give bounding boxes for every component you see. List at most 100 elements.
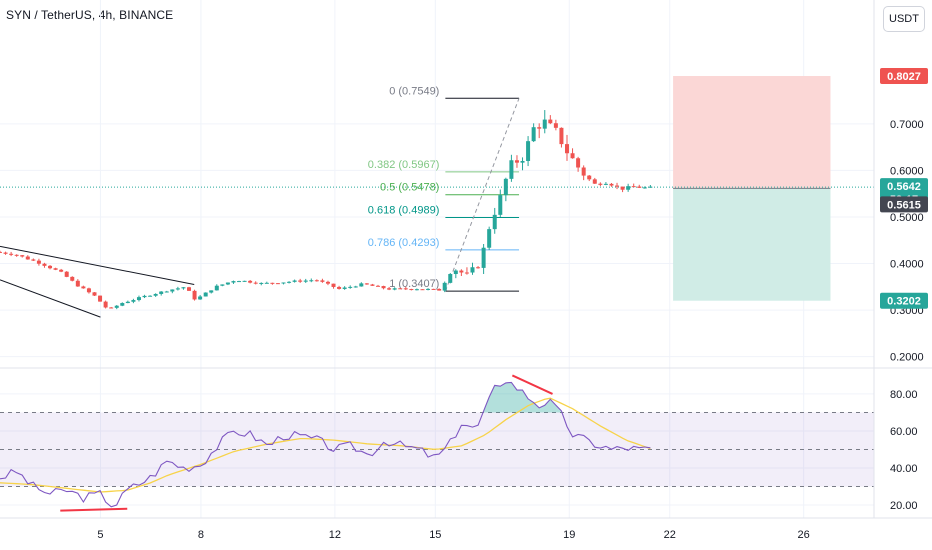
candle-body (642, 187, 647, 189)
candle-body (287, 281, 292, 283)
candle-body (270, 282, 275, 284)
trend-channel (0, 245, 195, 318)
candle-body (114, 305, 119, 308)
candle-body (570, 153, 575, 159)
channel-line (0, 279, 101, 318)
candle-body (387, 288, 392, 290)
candle-body (103, 301, 108, 308)
candle-body (303, 280, 308, 282)
candle-body (98, 295, 103, 302)
candle-body (309, 280, 314, 282)
channel-line (0, 245, 195, 285)
fib-level-label: 0 (0.7549) (389, 85, 439, 97)
rsi-line (0, 381, 651, 508)
candle-body (437, 288, 442, 291)
candle-body (609, 183, 614, 186)
candle-body (214, 285, 219, 291)
candle-body (209, 290, 214, 293)
candle-body (509, 160, 514, 179)
candle-body (403, 288, 408, 290)
time-tick-label: 12 (329, 529, 341, 541)
candle-body (159, 291, 164, 294)
candle-body (542, 119, 547, 129)
candle-body (70, 276, 75, 281)
candle-body (537, 127, 542, 129)
candle-body (153, 293, 158, 296)
candle-body (520, 160, 525, 163)
candle-body (25, 256, 30, 260)
entry-price-tag-text: 0.5615 (887, 199, 921, 211)
candle-body (348, 286, 353, 288)
fibonacci-retracement: 0 (0.7549) 0.382 (0.5967) 0.5 (0.5478) 0.61… (368, 85, 520, 292)
fib-level-label: 0.786 (0.4293) (368, 237, 440, 249)
candle-body (86, 288, 91, 293)
time-tick-label: 15 (429, 529, 441, 541)
candle-body (592, 179, 597, 184)
candle-body (9, 253, 14, 255)
candle-body (59, 269, 64, 272)
candle-body (481, 247, 486, 268)
candle-body (220, 284, 225, 286)
currency-button[interactable]: USDT (883, 6, 925, 32)
candle-body (75, 280, 80, 287)
candle-body (603, 183, 608, 185)
price-tick-label: 0.7000 (890, 119, 924, 131)
price-tick-label: 0.4000 (890, 259, 924, 271)
candle-body (342, 287, 347, 289)
candle-body (203, 292, 208, 297)
candle-body (581, 167, 586, 176)
candle-body (453, 270, 458, 275)
candle-body (448, 274, 453, 283)
candle-body (392, 288, 397, 290)
candle-body (198, 296, 203, 300)
candle-body (253, 282, 258, 284)
entry-price-tag-bg (880, 196, 928, 213)
candle-body (431, 288, 436, 290)
candle-body (576, 158, 581, 168)
rsi-tick-label: 20.00 (890, 500, 918, 512)
candle-body (598, 183, 603, 185)
candle-body (142, 295, 147, 298)
candle-body (426, 288, 431, 290)
rsi-ma-line (0, 397, 651, 493)
candle-body (109, 307, 114, 309)
candles (0, 110, 653, 310)
fib-level-label: 0.5 (0.5478) (380, 182, 439, 194)
target-price-tag-bg (880, 292, 928, 309)
candle-body (131, 300, 136, 302)
time-tick-label: 19 (563, 529, 575, 541)
candle-body (420, 289, 425, 291)
candle-body (53, 268, 58, 270)
fib-level-label: 0.382 (0.5967) (368, 159, 440, 171)
price-tick-label: 0.2000 (890, 352, 924, 364)
candle-body (320, 280, 325, 282)
stop-loss-zone (673, 75, 831, 189)
candle-body (487, 229, 492, 248)
candle-body (248, 280, 253, 283)
candle-body (459, 270, 464, 273)
candle-body (498, 195, 503, 215)
candle-body (292, 280, 297, 282)
candle-body (175, 288, 180, 290)
candle-body (325, 281, 330, 284)
candle-body (31, 259, 36, 261)
rsi-tick-label: 60.00 (890, 426, 918, 438)
candle-body (626, 186, 631, 190)
candle-body (48, 265, 53, 269)
candle-body (398, 288, 403, 290)
candle-body (409, 289, 414, 291)
candle-body (81, 286, 86, 289)
candle-body (259, 282, 264, 284)
fib-level-label: 0.618 (0.4989) (368, 204, 440, 216)
candle-body (192, 290, 197, 300)
candle-body (514, 160, 519, 163)
time-tick-label: 8 (198, 529, 204, 541)
candle-body (370, 284, 375, 286)
candle-body (264, 282, 269, 284)
candle-body (14, 254, 19, 256)
candle-body (559, 127, 564, 145)
candle-body (620, 186, 625, 190)
